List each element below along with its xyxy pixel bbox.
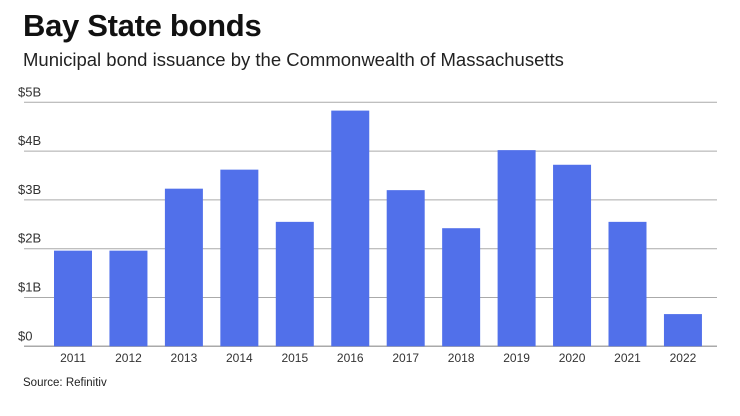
bar-2021: [608, 221, 647, 347]
x-tick-label: 2016: [337, 351, 364, 365]
y-tick-label: $0: [18, 328, 32, 343]
chart-title: Bay State bonds: [23, 8, 262, 43]
source-note: Source: Refinitiv: [23, 377, 107, 389]
x-tick-label: 2020: [559, 351, 586, 365]
y-tick-label: $1B: [18, 280, 41, 295]
bar-2017: [386, 190, 425, 347]
y-tick-label: $4B: [18, 133, 41, 148]
bar-2015: [275, 221, 314, 347]
x-tick-label: 2018: [448, 351, 475, 365]
x-tick-label: 2014: [226, 351, 253, 365]
x-tick-label: 2011: [60, 351, 86, 365]
bar-2022: [663, 314, 702, 347]
bar-2019: [497, 150, 536, 347]
y-tick-label: $2B: [18, 231, 41, 246]
chart-subtitle: Municipal bond issuance by the Commonwea…: [23, 49, 564, 70]
bar-2016: [331, 110, 370, 347]
y-tick-label: $5B: [18, 84, 41, 99]
bar-2013: [164, 188, 203, 347]
y-tick-label: $3B: [18, 182, 41, 197]
bar-2018: [442, 228, 481, 347]
bar-2014: [220, 169, 259, 347]
bar-2020: [553, 164, 592, 347]
x-tick-label: 2017: [392, 351, 419, 365]
bar-2011: [54, 250, 92, 347]
x-tick-label: 2015: [281, 351, 308, 365]
bar-2012: [109, 250, 148, 347]
x-tick-label: 2019: [503, 351, 530, 365]
x-tick-label: 2021: [614, 351, 641, 365]
x-tick-label: 2022: [670, 351, 697, 365]
x-tick-label: 2012: [115, 351, 142, 365]
x-tick-label: 2013: [171, 351, 198, 365]
